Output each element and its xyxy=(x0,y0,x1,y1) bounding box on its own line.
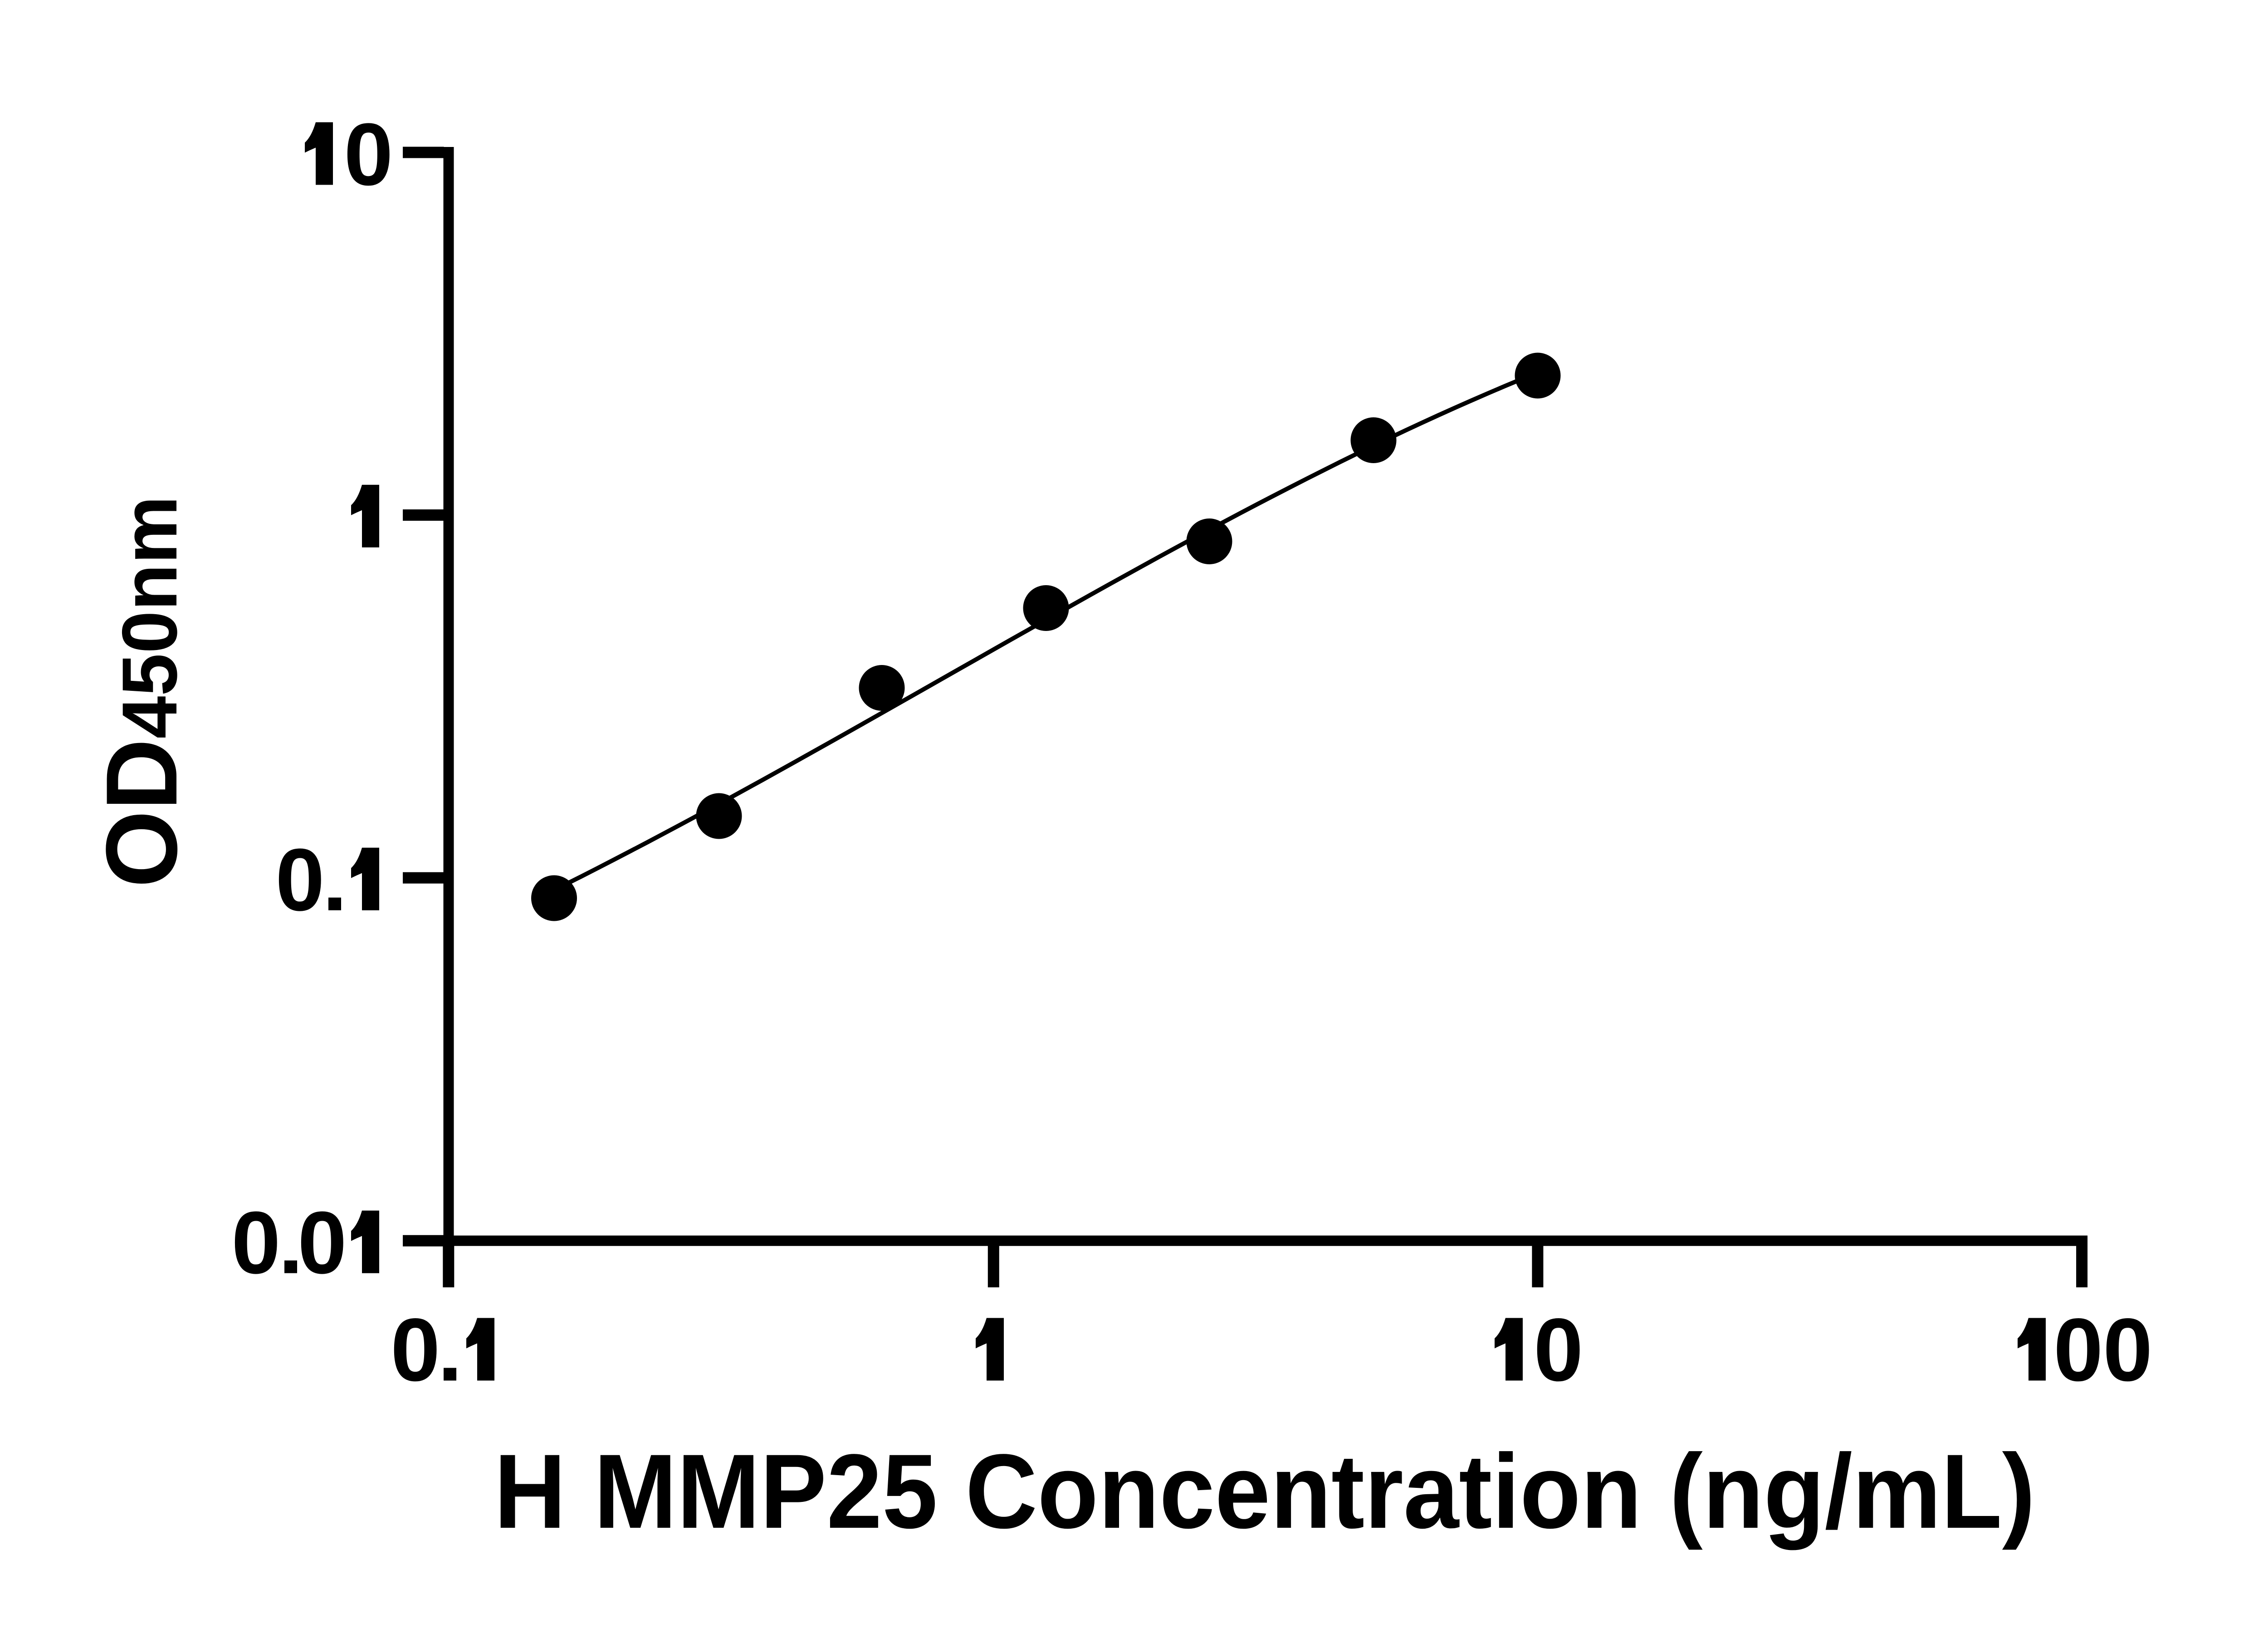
svg-text:0: 0 xyxy=(391,1300,440,1400)
svg-text:H MMP25 Concentration (ng/mL): H MMP25 Concentration (ng/mL) xyxy=(494,1433,2035,1550)
svg-text:0: 0 xyxy=(2053,1300,2103,1400)
svg-text:0: 0 xyxy=(1534,1300,1584,1400)
svg-text:0: 0 xyxy=(344,105,393,204)
svg-text:0: 0 xyxy=(2103,1300,2153,1400)
svg-text:0: 0 xyxy=(275,831,324,929)
svg-text:0: 0 xyxy=(231,1193,280,1292)
svg-text:0: 0 xyxy=(298,1193,347,1292)
